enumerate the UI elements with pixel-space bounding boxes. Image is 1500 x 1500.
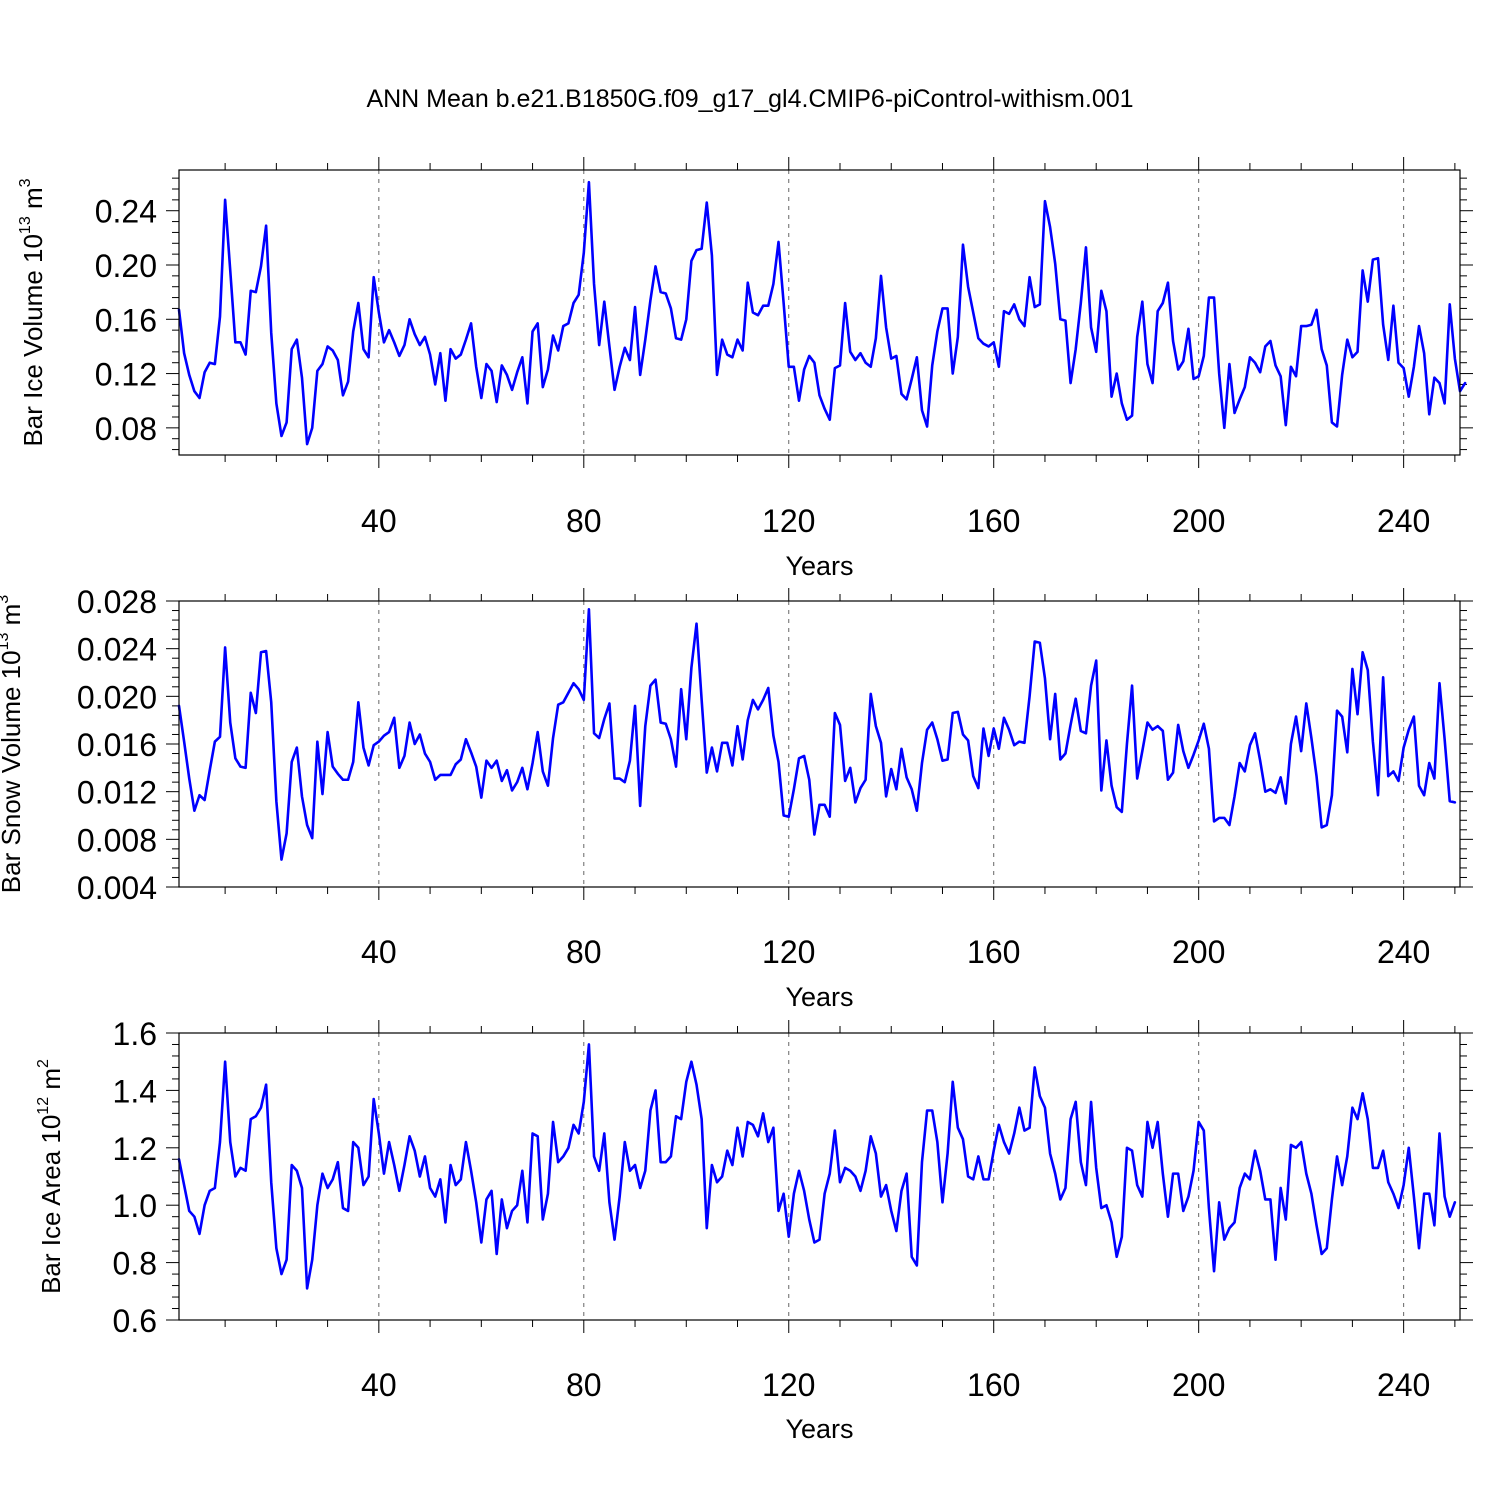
ice-area-y-tick-label: 1.6 — [113, 1016, 157, 1052]
figure-title: ANN Mean b.e21.B1850G.f09_g17_gl4.CMIP6-… — [366, 85, 1133, 113]
ice-volume-series-line — [177, 180, 1467, 446]
ice-volume-x-tick-label: 40 — [361, 503, 397, 539]
snow-volume-y-axis-title: Bar Snow Volume 1013 m3 — [0, 595, 26, 894]
ice-area-x-tick-label: 80 — [566, 1367, 602, 1403]
snow-volume-panel: 0.004 0.008 0.012 0.016 0.020 0.024 0.028 40 80 1… — [0, 584, 1473, 1012]
ice-area-y-axis-title-ylabel-exp: 12 — [35, 1097, 52, 1115]
snow-volume-x-tick-label: 120 — [762, 934, 815, 970]
ice-area-y-tick-label: 1.4 — [113, 1073, 157, 1109]
ice-area-x-tick-label: 160 — [967, 1367, 1020, 1403]
ice-area-y-axis-title-ylabel-unit: m — [36, 1068, 66, 1097]
ice-volume-y-tick-label: 0.20 — [95, 248, 157, 284]
snow-volume-y-tick-label: 0.012 — [77, 775, 157, 811]
snow-volume-x-tick-label: 160 — [967, 934, 1020, 970]
snow-volume-plot-frame — [178, 600, 1461, 888]
snow-volume-x-axis-title: Years — [785, 982, 853, 1012]
snow-volume-y-tick-label: 0.020 — [77, 679, 157, 715]
ice-volume-y-tick-label: 0.16 — [95, 302, 157, 338]
ice-area-series-line — [177, 1043, 1457, 1290]
ice-area-y-axis-title-ylabel: Bar Ice Area 10 — [36, 1115, 66, 1294]
ice-area-y-tick-label: 0.6 — [113, 1303, 157, 1339]
ice-volume-y-tick-label: 0.08 — [95, 411, 157, 447]
ice-area-x-tick-label: 240 — [1377, 1367, 1430, 1403]
ice-area-panel: 0.6 0.8 1.0 1.2 1.4 1.6 40 80 120 160 200 240 Years B… — [35, 1016, 1473, 1444]
snow-volume-x-tick-label: 40 — [361, 934, 397, 970]
snow-volume-series-line — [177, 608, 1457, 861]
ice-volume-y-tick-label: 0.12 — [95, 357, 157, 393]
ice-area-y-tick-label: 1.2 — [113, 1131, 157, 1167]
snow-volume-y-axis-title-ylabel-exp: 13 — [0, 632, 12, 650]
snow-volume-y-axis-title-ylabel-unit: m — [0, 604, 26, 633]
ice-volume-x-tick-label: 120 — [762, 503, 815, 539]
ice-area-plot-frame — [178, 1032, 1461, 1321]
ice-area-x-axis-title: Years — [785, 1414, 853, 1444]
ice-area-x-tick-label: 200 — [1172, 1367, 1225, 1403]
snow-volume-x-tick-label: 240 — [1377, 934, 1430, 970]
snow-volume-x-tick-label: 200 — [1172, 934, 1225, 970]
ice-volume-y-axis-title: Bar Ice Volume 1013 m3 — [17, 178, 48, 446]
ice-volume-y-axis-title-ylabel-exp: 13 — [17, 216, 34, 234]
ice-volume-panel: 0.08 0.12 0.16 0.20 0.24 40 80 120 160 200 240 Year… — [17, 157, 1473, 581]
ice-volume-y-axis-title-ylabel-unit-exp: 3 — [17, 178, 34, 187]
ice-volume-x-tick-label: 160 — [967, 503, 1020, 539]
ice-volume-y-tick-label: 0.24 — [95, 194, 157, 230]
ice-volume-x-tick-label: 80 — [566, 503, 602, 539]
ice-area-y-tick-label: 1.0 — [113, 1188, 157, 1224]
ice-volume-x-tick-label: 200 — [1172, 503, 1225, 539]
ice-area-y-tick-label: 0.8 — [113, 1246, 157, 1282]
snow-volume-x-tick-label: 80 — [566, 934, 602, 970]
snow-volume-y-axis-title-ylabel: Bar Snow Volume 10 — [0, 650, 26, 893]
ice-area-x-tick-label: 40 — [361, 1367, 397, 1403]
snow-volume-y-tick-label: 0.004 — [77, 870, 157, 906]
snow-volume-y-axis-title-ylabel-unit-exp: 3 — [0, 595, 12, 604]
snow-volume-y-tick-label: 0.028 — [77, 584, 157, 620]
snow-volume-y-tick-label: 0.016 — [77, 727, 157, 763]
ice-area-x-tick-label: 120 — [762, 1367, 815, 1403]
ice-area-y-axis-title-ylabel-unit-exp: 2 — [35, 1059, 52, 1068]
ice-volume-y-axis-title-ylabel: Bar Ice Volume 10 — [18, 234, 48, 446]
ice-volume-x-axis-title: Years — [785, 551, 853, 581]
ice-volume-x-tick-label: 240 — [1377, 503, 1430, 539]
ice-volume-y-axis-title-ylabel-unit: m — [18, 187, 48, 216]
snow-volume-y-tick-label: 0.008 — [77, 822, 157, 858]
ice-area-y-axis-title: Bar Ice Area 1012 m2 — [35, 1059, 66, 1294]
snow-volume-y-tick-label: 0.024 — [77, 632, 157, 668]
ice-volume-plot-frame — [178, 169, 1461, 456]
